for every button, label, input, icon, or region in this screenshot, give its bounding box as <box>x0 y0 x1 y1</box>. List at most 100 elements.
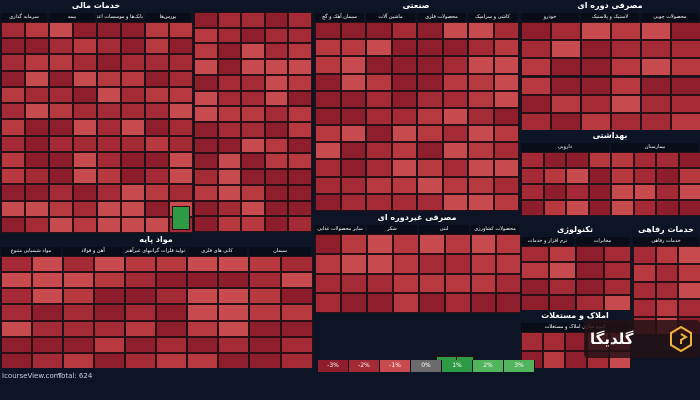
stock-tile[interactable] <box>566 152 589 168</box>
stock-tile[interactable] <box>468 193 494 211</box>
stock-tile[interactable] <box>655 299 679 318</box>
stock-tile[interactable] <box>194 74 218 91</box>
stock-tile[interactable] <box>641 94 671 113</box>
stock-tile[interactable] <box>241 27 265 44</box>
stock-tile[interactable] <box>543 332 565 351</box>
stock-tile[interactable] <box>315 39 341 57</box>
subsector-title[interactable]: مخابرات <box>576 237 629 246</box>
stock-tile[interactable] <box>241 200 265 217</box>
stock-tile[interactable] <box>603 278 631 295</box>
stock-tile[interactable] <box>145 184 169 201</box>
stock-tile[interactable] <box>576 294 604 311</box>
stock-tile[interactable] <box>169 151 193 169</box>
stock-tile[interactable] <box>588 184 611 200</box>
stock-tile[interactable] <box>169 54 193 71</box>
stock-tile[interactable] <box>145 54 169 71</box>
stock-tile[interactable] <box>49 38 73 55</box>
stock-tile[interactable] <box>264 74 289 91</box>
stock-tile[interactable] <box>566 184 589 200</box>
stock-tile[interactable] <box>341 273 367 294</box>
stock-tile[interactable] <box>442 56 468 74</box>
stock-tile[interactable] <box>366 22 392 40</box>
stock-tile[interactable] <box>581 112 611 131</box>
stock-tile[interactable] <box>1 320 32 337</box>
stock-tile[interactable] <box>169 184 193 201</box>
stock-tile[interactable] <box>241 122 265 138</box>
stock-tile[interactable] <box>417 56 443 74</box>
stock-tile[interactable] <box>442 73 468 91</box>
stock-tile[interactable] <box>218 256 249 273</box>
stock-tile[interactable] <box>94 256 125 273</box>
stock-tile[interactable] <box>217 122 242 138</box>
stock-tile[interactable] <box>576 246 604 263</box>
stock-tile[interactable] <box>217 43 242 60</box>
stock-tile[interactable] <box>543 168 566 184</box>
subsector-title[interactable]: خودرو <box>521 13 579 22</box>
stock-tile[interactable] <box>419 234 445 254</box>
stock-tile[interactable] <box>217 216 242 232</box>
stock-tile[interactable] <box>288 169 312 185</box>
stock-tile[interactable] <box>496 234 521 254</box>
stock-tile[interactable] <box>641 22 671 41</box>
stock-tile[interactable] <box>315 234 341 254</box>
stock-tile[interactable] <box>125 288 156 305</box>
stock-tile[interactable] <box>391 142 417 160</box>
stock-tile[interactable] <box>468 22 494 40</box>
stock-tile[interactable] <box>671 76 700 95</box>
stock-tile[interactable] <box>521 200 544 216</box>
subsector-title[interactable]: لبنی <box>419 225 469 234</box>
stock-tile[interactable] <box>468 107 494 126</box>
stock-tile[interactable] <box>493 142 519 160</box>
sector-title[interactable]: خدمات رفاهی <box>638 225 694 234</box>
stock-tile[interactable] <box>73 103 97 120</box>
stock-tile[interactable] <box>194 137 218 154</box>
stock-tile[interactable] <box>194 184 218 201</box>
stock-tile[interactable] <box>671 112 700 131</box>
stock-tile[interactable] <box>315 159 341 177</box>
subsector-title[interactable]: نرم افزار و خدمات <box>521 237 574 246</box>
stock-tile[interactable] <box>288 43 312 60</box>
stock-tile[interactable] <box>125 320 156 337</box>
stock-tile[interactable] <box>521 294 549 311</box>
stock-tile[interactable] <box>633 246 656 264</box>
stock-tile[interactable] <box>94 336 125 353</box>
stock-tile[interactable] <box>125 256 156 273</box>
stock-tile[interactable] <box>611 58 641 77</box>
stock-tile[interactable] <box>315 73 341 91</box>
stock-tile[interactable] <box>340 90 366 108</box>
stock-tile[interactable] <box>241 59 265 75</box>
stock-tile[interactable] <box>169 103 193 120</box>
stock-tile[interactable] <box>551 40 581 59</box>
stock-tile[interactable] <box>281 320 313 337</box>
stock-tile[interactable] <box>471 293 496 313</box>
stock-tile[interactable] <box>194 153 218 170</box>
stock-tile[interactable] <box>391 125 417 143</box>
subsector-title[interactable]: سایر محصولات غذایی <box>315 225 365 234</box>
stock-tile[interactable] <box>633 184 656 200</box>
stock-tile[interactable] <box>249 320 281 337</box>
stock-tile[interactable] <box>125 272 156 289</box>
stock-tile[interactable] <box>1 352 32 369</box>
stock-tile[interactable] <box>94 352 125 369</box>
stock-tile[interactable] <box>442 176 468 194</box>
stock-tile[interactable] <box>121 151 145 169</box>
stock-tile[interactable] <box>391 176 417 194</box>
stock-tile[interactable] <box>73 184 97 201</box>
stock-tile[interactable] <box>187 336 218 353</box>
footer-site-label[interactable]: IcourseView.com <box>2 372 61 380</box>
stock-tile[interactable] <box>121 168 145 185</box>
stock-tile[interactable] <box>496 293 521 313</box>
stock-tile[interactable] <box>194 27 218 44</box>
stock-tile[interactable] <box>340 125 366 143</box>
stock-tile[interactable] <box>633 281 656 300</box>
stock-tile[interactable] <box>63 256 94 273</box>
stock-tile[interactable] <box>264 122 289 138</box>
stock-tile[interactable] <box>366 142 392 160</box>
subsector-title[interactable]: لاستیک و پلاستیک <box>581 13 639 22</box>
stock-tile[interactable] <box>493 90 519 108</box>
stock-tile[interactable] <box>145 38 169 55</box>
stock-tile[interactable] <box>442 107 468 126</box>
stock-tile[interactable] <box>340 142 366 160</box>
stock-tile[interactable] <box>551 58 581 77</box>
stock-tile[interactable] <box>543 350 565 369</box>
